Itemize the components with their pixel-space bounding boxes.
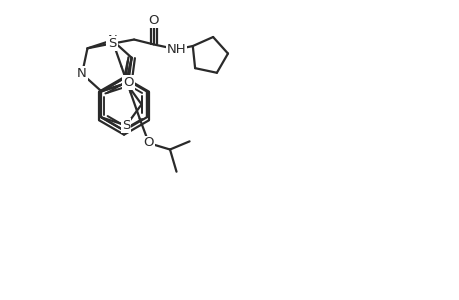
Text: O: O (123, 76, 134, 89)
Text: O: O (143, 136, 154, 149)
Text: S: S (107, 37, 116, 50)
Text: S: S (122, 119, 130, 132)
Text: O: O (148, 14, 158, 27)
Text: N: N (77, 67, 87, 80)
Text: NH: NH (166, 43, 186, 56)
Text: N: N (107, 34, 117, 47)
